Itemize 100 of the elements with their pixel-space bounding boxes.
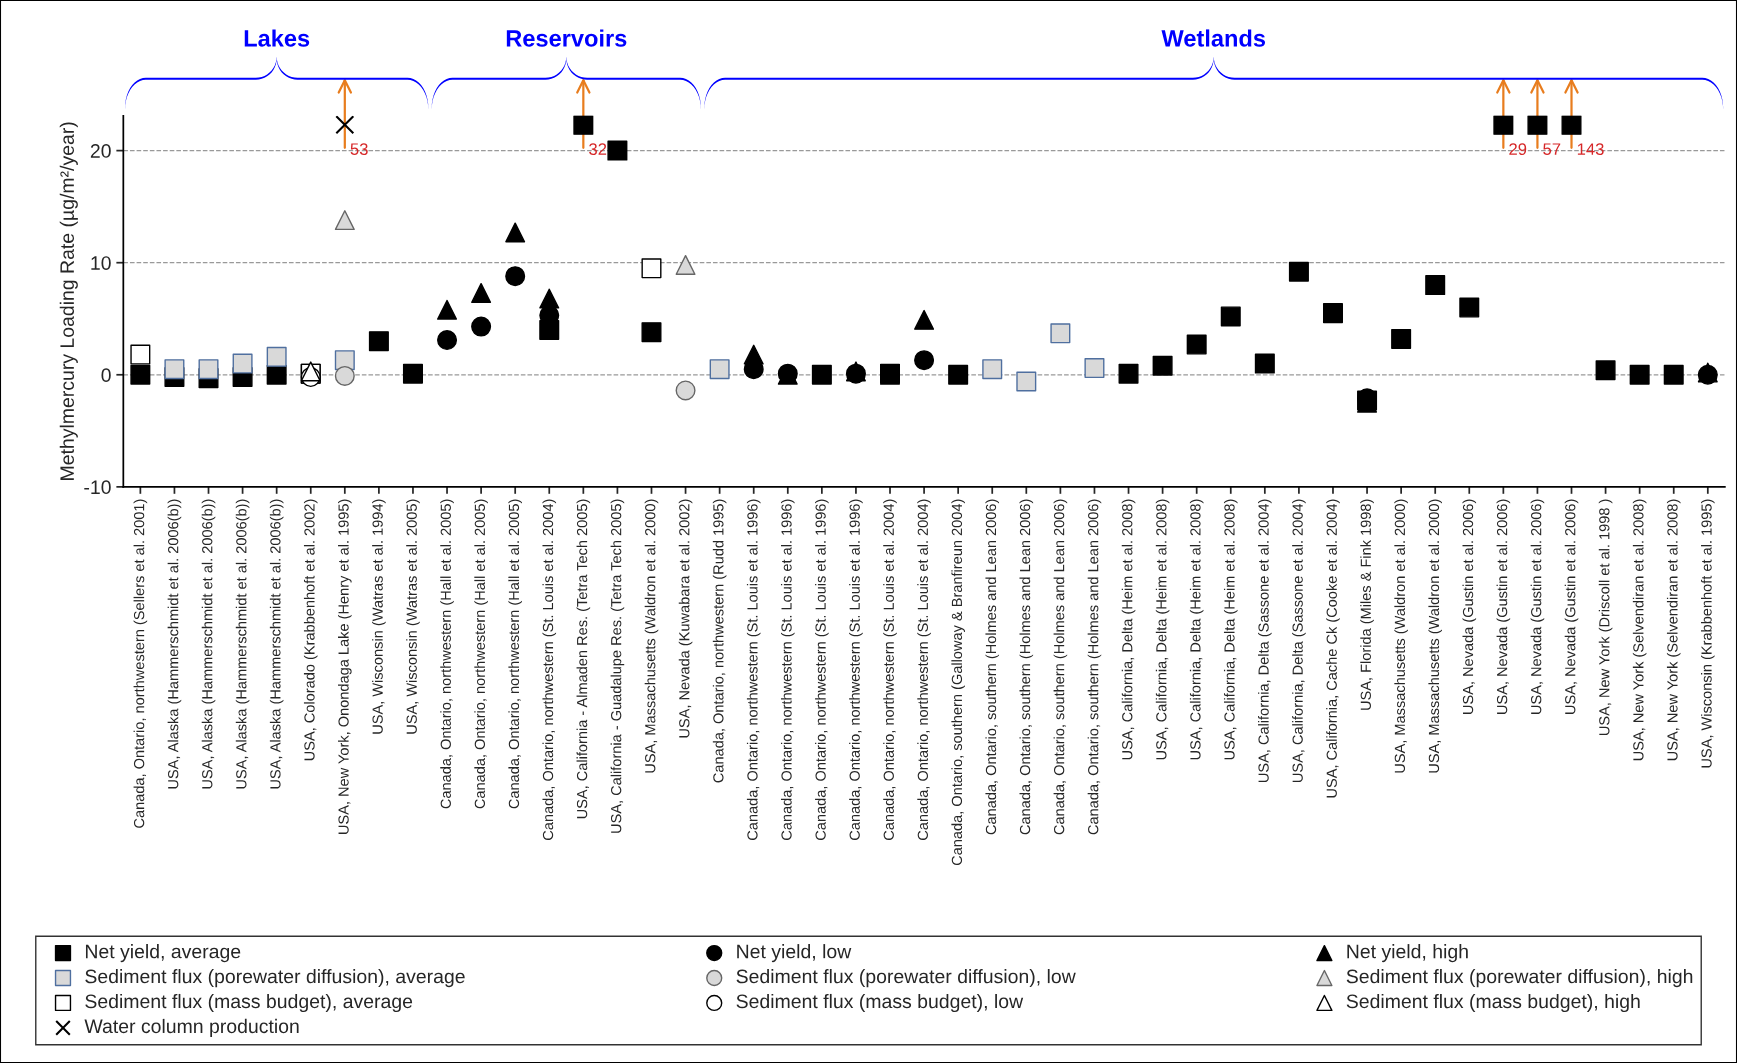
x-tick-label: USA, California, Delta (Heim et al. 2008) — [1121, 499, 1136, 760]
y-tick-label: -10 — [84, 480, 111, 495]
x-tick-label: Canada, Ontario, northwestern (St. Louis et al. 1996) — [780, 499, 795, 840]
x-tick-label: USA, Alaska (Hammerschmidt et al. 2006(b)) — [235, 499, 250, 789]
point — [1391, 328, 1412, 349]
point — [1595, 360, 1616, 381]
point — [335, 115, 355, 135]
x-tick-label: USA, Nevada (Gustin et al. 2006) — [1462, 499, 1477, 714]
point — [641, 322, 662, 343]
x-tick-label: USA, New York (Selvendiran et al. 2008) — [1632, 499, 1647, 761]
x-tick-label: Canada, Ontario, northwestern (Hall et al. 2005) — [508, 499, 522, 809]
point — [1152, 355, 1173, 376]
point — [982, 359, 1003, 380]
annotation: 29 — [1509, 143, 1527, 156]
point — [1016, 371, 1037, 392]
x-tick-label: Canada, Ontario, southern (Holmes and Lean 2006) — [1053, 499, 1068, 835]
point — [1493, 115, 1514, 135]
point — [709, 359, 730, 380]
x-tick-label: Canada, Ontario, northwestern (St. Louis et al. 2004) — [917, 499, 931, 840]
legend-label: Net yield, low — [737, 944, 852, 963]
point — [334, 210, 355, 231]
legend-label: Net yield, high — [1347, 944, 1468, 963]
x-tick-label: USA, Alaska (Hammerschmidt et al. 2006(b)) — [201, 499, 216, 789]
point — [198, 359, 219, 380]
y-tick-label: 20 — [90, 144, 111, 158]
x-tick-label: Canada, Ontario, northwestern (St. Louis et al. 1996) — [815, 499, 829, 840]
legend-label: Sediment flux (mass budget), high — [1346, 993, 1640, 1013]
y-axis-title: Methylmercury Loading Rate (µg/m²/year) — [59, 122, 78, 480]
x-tick-label: USA, Nevada (Kuwabara et al. 2002) — [678, 499, 693, 738]
annotation: 32 — [589, 143, 607, 156]
annotation: 53 — [350, 143, 368, 156]
point — [1459, 297, 1480, 318]
x-tick-label: Canada, Ontario, northwestern (St. Louis et al. 2004) — [883, 499, 897, 840]
text: Lakes — [244, 29, 310, 47]
x-tick-label: USA, California - Guadalupe Res. (Tetra Tech 2005) — [610, 499, 625, 833]
annotation: 57 — [1543, 143, 1561, 156]
point — [266, 364, 287, 385]
x-tick-label: Canada, Ontario, southern (Galloway & Branfireun 2004) — [951, 499, 965, 866]
point — [811, 364, 832, 385]
legend-label: Sediment flux (mass budget), average — [85, 993, 413, 1013]
legend-label: Net yield, average — [85, 944, 241, 963]
point — [130, 364, 151, 385]
x-tick-label: USA, Wisconsin (Watras et al. 1994) — [372, 499, 386, 734]
x-tick-label: USA, Massachusetts (Waldron et al. 2000) — [1428, 499, 1442, 773]
y-tick-label: 0 — [101, 368, 111, 383]
point — [948, 364, 969, 385]
point — [1220, 306, 1241, 327]
x-tick-label: USA, Nevada (Gustin et al. 2006) — [1564, 499, 1579, 714]
point — [1084, 358, 1105, 379]
point — [334, 365, 355, 386]
x-tick-label: USA, California, Delta (Heim et al. 2008) — [1189, 499, 1204, 760]
legend-label: Sediment flux (mass budget), low — [736, 993, 1024, 1013]
x-tick-label: Canada, Ontario, northwestern (Hall et al. 2005) — [440, 499, 454, 809]
x-tick-label: USA, New York (Driscoll et al. 1998 ) — [1598, 499, 1613, 736]
text: Reservoirs — [506, 29, 627, 47]
x-tick-label: Canada, Ontario, southern (Holmes and Lean 2006) — [1087, 499, 1102, 835]
x-tick-label: USA, California, Delta (Heim et al. 2008) — [1223, 499, 1238, 760]
y-tick-label: 10 — [91, 256, 111, 270]
point — [1663, 364, 1684, 385]
x-tick-label: USA, New York, Onondaga Lake (Henry et al. 1995) — [338, 499, 352, 834]
point — [437, 299, 458, 320]
legend-label: Sediment flux (porewater diffusion), average — [85, 969, 465, 988]
x-tick-label: USA, Massachusetts (Waldron et al. 2000) — [644, 499, 659, 773]
x-tick-label: Canada, Ontario, northwestern (Sellers et al. 2001) — [133, 499, 148, 828]
point — [1561, 115, 1582, 135]
x-tick-label: USA, California, Delta (Sassone et al. 2004) — [1258, 499, 1272, 783]
x-tick-label: USA, Alaska (Hammerschmidt et al. 2006(b)) — [167, 499, 182, 789]
point — [675, 380, 696, 401]
legend-label: Sediment flux (porewater diffusion), low — [736, 969, 1076, 988]
legend-label: Water column production — [84, 1018, 299, 1037]
point — [539, 288, 560, 309]
point — [1118, 363, 1139, 384]
x-tick-label: USA, Alaska (Hammerschmidt et al. 2006(b)) — [269, 499, 284, 789]
point — [232, 353, 253, 374]
x-tick-label: USA, New York (Selvendiran et al. 2008) — [1666, 499, 1681, 761]
x-tick-label: USA, California, Cache Ck (Cooke et al. 2004) — [1326, 499, 1340, 798]
x-tick-label: Canada, Ontario, northwestern (St. Louis et al. 2004) — [542, 499, 557, 840]
point — [1186, 334, 1207, 355]
point — [641, 258, 662, 279]
point — [130, 344, 151, 365]
point — [471, 316, 492, 337]
x-tick-label: Canada, Ontario, northwestern (Rudd 1995) — [712, 499, 727, 783]
point — [505, 222, 526, 243]
point — [471, 282, 492, 303]
x-tick-label: USA, Wisconsin (Krabbenhoft et al. 1995) — [1701, 499, 1715, 768]
x-tick-label: USA, Florida (Miles & Fink 1998) — [1360, 499, 1374, 710]
point — [743, 344, 764, 365]
point — [1254, 353, 1275, 374]
point — [266, 346, 287, 367]
x-tick-label: USA, Colorado (Krabbenhoft et al. 2002) — [303, 499, 318, 761]
x-tick-label: Canada, Ontario, southern (Holmes and Lean 2006) — [1019, 499, 1034, 835]
point — [675, 254, 696, 275]
x-tick-label: USA, California - Almaden Res. (Tetra Tech 2005) — [576, 499, 591, 819]
point — [1050, 323, 1071, 344]
x-tick-label: Canada, Ontario, northwestern (Hall et al. 2005) — [474, 499, 488, 809]
point — [1322, 303, 1343, 324]
point — [402, 363, 423, 384]
point — [1527, 115, 1548, 135]
point — [573, 115, 594, 135]
point — [368, 331, 389, 352]
